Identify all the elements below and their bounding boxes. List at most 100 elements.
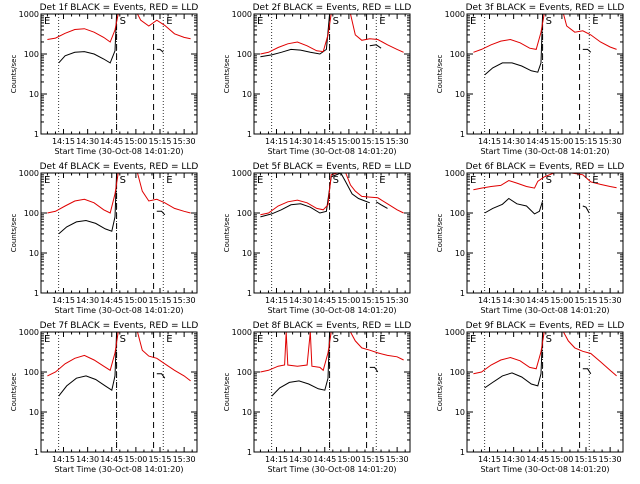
x-tick-label: 14:15 xyxy=(265,137,288,146)
events-series-line xyxy=(260,14,331,58)
y-tick-label: 1 xyxy=(34,448,39,457)
events-series-line xyxy=(484,197,544,215)
x-tick-label: 15:15 xyxy=(574,137,597,146)
x-tick-label: 15:30 xyxy=(599,137,622,146)
detector-panel: Det 7f BLACK = Events, RED = LLD 1 10 100 10… xyxy=(10,321,198,474)
x-tick-label: 14:45 xyxy=(313,137,336,146)
events-series-line xyxy=(582,48,592,53)
interval-marker: E xyxy=(379,175,385,186)
y-tick-label: 10 xyxy=(242,408,252,417)
x-axis-label: Start Time (30-Oct-08 14:01:20) xyxy=(267,465,396,474)
y-tick-label: 1000 xyxy=(232,10,252,19)
y-tick-label: 1000 xyxy=(232,169,252,178)
x-axis-label: Start Time (30-Oct-08 14:01:20) xyxy=(480,465,609,474)
y-tick-label: 1000 xyxy=(445,169,465,178)
events-series-line xyxy=(271,332,331,397)
x-tick-label: 15:00 xyxy=(550,137,573,146)
panel-title: Det 7f BLACK = Events, RED = LLD xyxy=(40,321,199,331)
panel-title: Det 4f BLACK = Events, RED = LLD xyxy=(40,162,199,172)
panel-title: Det 6f BLACK = Events, RED = LLD xyxy=(466,162,625,172)
panel-title: Det 3f BLACK = Events, RED = LLD xyxy=(466,3,625,13)
panel-frame xyxy=(253,331,411,453)
x-tick-label: 14:30 xyxy=(289,137,312,146)
x-tick-label: 15:30 xyxy=(599,455,622,464)
y-axis-label: Counts/sec xyxy=(223,55,231,94)
y-tick-label: 1 xyxy=(34,289,39,298)
panel-frame xyxy=(40,13,198,135)
x-tick-label: 14:15 xyxy=(52,455,75,464)
x-tick-label: 14:45 xyxy=(313,296,336,305)
lld-series-line xyxy=(47,173,119,214)
x-tick-label: 15:15 xyxy=(361,137,384,146)
y-tick-label: 1 xyxy=(460,289,465,298)
interval-marker: E xyxy=(470,175,476,186)
x-tick-label: 15:00 xyxy=(550,296,573,305)
detector-panel: Det 8f BLACK = Events, RED = LLD 1 10 100 10… xyxy=(223,321,411,474)
lld-series-line xyxy=(260,332,332,373)
y-axis-label: Counts/sec xyxy=(223,214,231,253)
lld-series-line xyxy=(473,332,545,375)
x-tick-label: 14:45 xyxy=(100,296,123,305)
y-tick-label: 1 xyxy=(460,130,465,139)
x-axis-label: Start Time (30-Oct-08 14:01:20) xyxy=(54,465,183,474)
panel-frame xyxy=(466,331,624,453)
y-tick-label: 100 xyxy=(237,50,252,59)
x-tick-label: 15:15 xyxy=(148,137,171,146)
y-tick-label: 10 xyxy=(455,90,465,99)
x-tick-label: 15:30 xyxy=(173,455,196,464)
panel-frame xyxy=(40,172,198,294)
lld-series-line xyxy=(473,14,545,53)
panel-frame xyxy=(466,13,624,135)
y-axis-label: Counts/sec xyxy=(10,214,18,253)
x-tick-label: 14:15 xyxy=(478,455,501,464)
interval-marker: E xyxy=(592,175,598,186)
interval-marker: S xyxy=(546,175,552,186)
y-tick-label: 10 xyxy=(242,90,252,99)
y-tick-label: 10 xyxy=(242,249,252,258)
y-tick-label: 100 xyxy=(237,368,252,377)
x-tick-label: 15:00 xyxy=(124,296,147,305)
x-tick-label: 15:00 xyxy=(337,296,360,305)
lld-series-line xyxy=(47,332,119,377)
x-tick-label: 14:15 xyxy=(265,455,288,464)
interval-marker: E xyxy=(257,16,263,27)
events-series-line xyxy=(582,368,592,375)
y-tick-label: 1 xyxy=(247,289,252,298)
y-tick-label: 100 xyxy=(24,368,39,377)
x-axis-label: Start Time (30-Oct-08 14:01:20) xyxy=(267,147,396,156)
interval-marker: E xyxy=(379,16,385,27)
y-tick-label: 1000 xyxy=(19,10,39,19)
x-tick-label: 14:45 xyxy=(526,137,549,146)
interval-marker: E xyxy=(592,334,598,345)
x-tick-label: 14:30 xyxy=(289,296,312,305)
y-axis-label: Counts/sec xyxy=(10,373,18,412)
detector-panel: Det 5f BLACK = Events, RED = LLD 1 10 100 10… xyxy=(223,162,411,315)
interval-marker: E xyxy=(257,334,263,345)
x-tick-label: 14:15 xyxy=(52,137,75,146)
events-series-line xyxy=(156,373,166,379)
panel-title: Det 2f BLACK = Events, RED = LLD xyxy=(253,3,412,13)
y-tick-label: 1 xyxy=(247,448,252,457)
panel-title: Det 8f BLACK = Events, RED = LLD xyxy=(253,321,412,331)
y-tick-label: 100 xyxy=(237,209,252,218)
interval-marker: E xyxy=(44,175,50,186)
y-tick-label: 1000 xyxy=(445,10,465,19)
interval-marker: E xyxy=(257,175,263,186)
x-tick-label: 14:30 xyxy=(502,137,525,146)
events-series-line xyxy=(369,44,382,49)
events-series-line xyxy=(156,210,166,216)
x-tick-label: 14:15 xyxy=(52,296,75,305)
panel-frame xyxy=(253,13,411,135)
interval-marker: S xyxy=(333,334,339,345)
x-tick-label: 14:45 xyxy=(313,455,336,464)
y-tick-label: 1000 xyxy=(232,328,252,337)
events-series-line xyxy=(58,332,118,397)
x-tick-label: 15:15 xyxy=(574,296,597,305)
interval-marker: S xyxy=(120,16,126,27)
y-tick-label: 100 xyxy=(450,50,465,59)
panel-frame xyxy=(253,172,411,294)
y-axis-label: Counts/sec xyxy=(10,55,18,94)
detector-panel: Det 4f BLACK = Events, RED = LLD 1 10 100 10… xyxy=(10,162,198,315)
